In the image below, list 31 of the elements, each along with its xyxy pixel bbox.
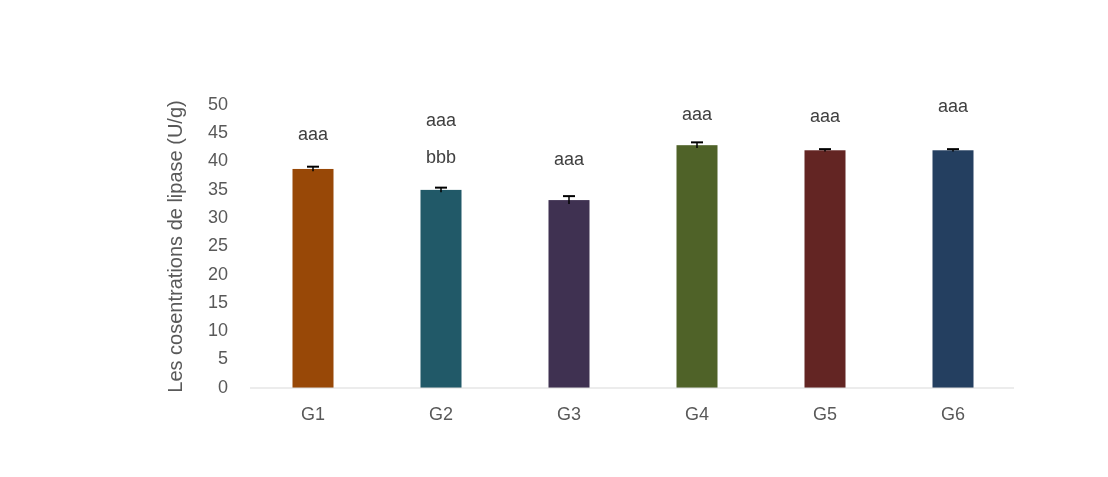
annotation: aaa [425, 109, 457, 130]
annotation: aaa [937, 96, 969, 117]
y-tick-label: 20 [207, 263, 228, 284]
bar [292, 168, 334, 388]
annotation: aaa [681, 103, 713, 124]
annotation: aaa [809, 106, 841, 127]
annotation: bbb [425, 146, 457, 167]
y-tick-label: 35 [207, 178, 228, 199]
bar [420, 189, 462, 388]
x-tick-label: G4 [684, 404, 710, 424]
y-tick-label: 25 [207, 235, 228, 256]
annotation: aaa [553, 148, 585, 169]
bar [548, 200, 590, 388]
y-tick-label: 50 [207, 93, 228, 114]
y-axis-title: Les cosentrations de lipase (U/g) [164, 100, 186, 393]
annotation: aaa [297, 123, 329, 144]
x-tick-label: G6 [940, 404, 966, 424]
bar [932, 150, 974, 388]
y-tick-label: 45 [207, 122, 228, 143]
y-tick-label: 10 [207, 320, 228, 341]
x-tick-label: G3 [556, 404, 582, 424]
y-tick-label: 30 [207, 206, 228, 227]
x-tick-label: G1 [300, 404, 326, 424]
y-tick-label: 0 [217, 376, 228, 397]
y-tick-label: 5 [217, 348, 228, 369]
x-tick-label: G5 [812, 404, 838, 424]
y-tick-label: 15 [207, 291, 228, 312]
bar [676, 145, 718, 388]
y-tick-label: 40 [207, 150, 228, 171]
x-tick-label: G2 [428, 404, 454, 424]
bar [804, 150, 846, 388]
